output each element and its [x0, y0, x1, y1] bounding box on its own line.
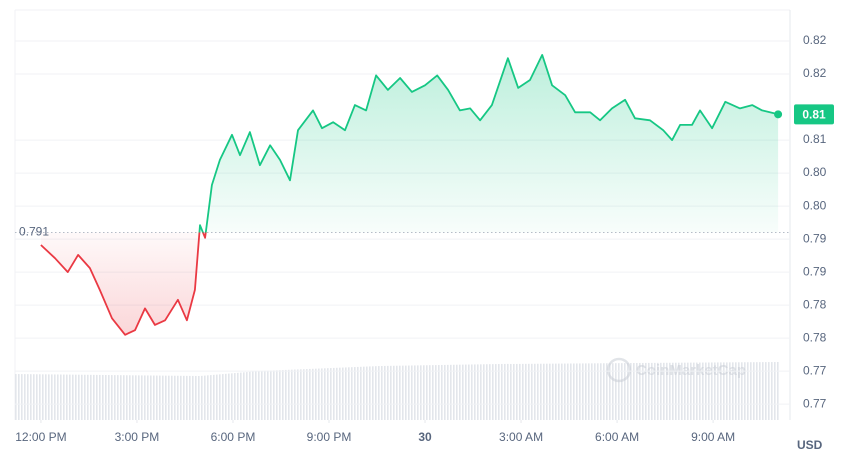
- background: [14, 9, 791, 420]
- x-tick-label: 9:00 PM: [307, 430, 352, 444]
- y-tick-label: 0.78: [803, 330, 827, 344]
- price-line: [40, 54, 779, 336]
- x-tick-label: 6:00 AM: [595, 430, 639, 444]
- x-tick-label: 30: [418, 430, 432, 444]
- y-tick-label: 0.80: [803, 198, 827, 212]
- y-tick-label: 0.82: [803, 66, 827, 80]
- unit-label: USD: [797, 438, 823, 452]
- x-tick-label: 9:00 AM: [691, 430, 735, 444]
- watermark-text: CoinMarketCap: [636, 362, 746, 379]
- y-tick-label: 0.81: [803, 132, 827, 146]
- y-tick-label: 0.79: [803, 231, 827, 245]
- baseline-label: 0.791: [19, 225, 49, 239]
- y-tick-label: 0.78: [803, 297, 827, 311]
- x-tick-label: 3:00 PM: [115, 430, 160, 444]
- price-tag: [794, 104, 834, 125]
- watermark-logo: [606, 357, 632, 383]
- x-tick-label: 3:00 AM: [499, 430, 543, 444]
- x-tick-label: 12:00 PM: [15, 430, 66, 444]
- volume-strip: [15, 362, 780, 420]
- y-tick-label: 0.82: [803, 33, 827, 47]
- y-tick-label: 0.79: [803, 264, 827, 278]
- watermark: CoinMarketCap: [606, 357, 746, 383]
- x-tick-label: 6:00 PM: [211, 430, 256, 444]
- last-point: [774, 110, 783, 119]
- price-tag-label: 0.81: [802, 107, 826, 121]
- y-tick-label: 0.77: [803, 363, 827, 377]
- price-area: [40, 54, 779, 335]
- y-tick-label: 0.80: [803, 165, 827, 179]
- y-tick-label: 0.77: [803, 396, 827, 410]
